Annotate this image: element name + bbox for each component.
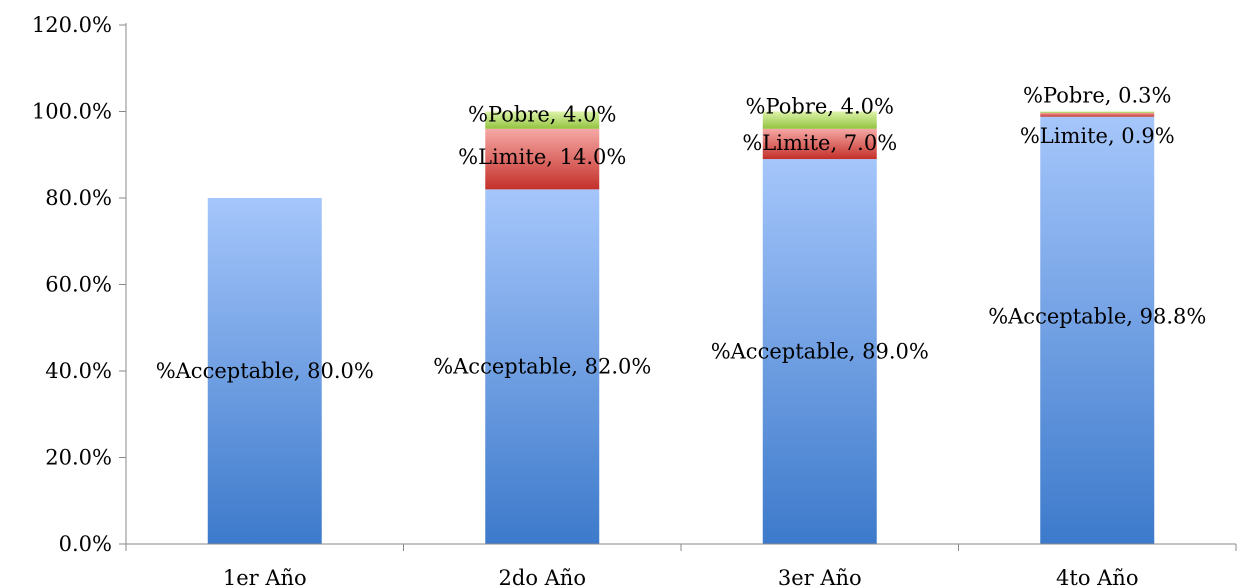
- bar-pobre-3: [762, 111, 877, 129]
- bar-pobre-4: [1040, 111, 1155, 113]
- data-label-pobre-2: %Pobre, 4.0%: [468, 103, 617, 127]
- y-tick-label: 40.0%: [45, 359, 112, 383]
- bar-limite-2: [485, 128, 600, 190]
- y-tick-label: 0.0%: [59, 532, 112, 556]
- data-label-limite-3: %Limite, 7.0%: [742, 131, 897, 155]
- bar-acceptable-2: [485, 189, 600, 544]
- x-tick-label: 4to Año: [1056, 566, 1138, 588]
- y-tick-label: 20.0%: [45, 446, 112, 470]
- bar-acceptable-4: [1040, 116, 1155, 544]
- data-label-acceptable-4: %Acceptable, 98.8%: [988, 304, 1206, 328]
- data-label-acceptable-1: %Acceptable, 80.0%: [156, 359, 374, 383]
- x-tick-label: 2do Año: [499, 566, 586, 588]
- bar-limite-3: [762, 128, 877, 160]
- bars-layer: [207, 111, 1155, 544]
- axes-layer: 0.0% 20.0% 40.0% 60.0% 80.0% 100.0% 120.0% 1er …: [32, 13, 1237, 588]
- bar-pobre-2: [485, 111, 600, 129]
- data-label-acceptable-2: %Acceptable, 82.0%: [433, 355, 651, 379]
- data-label-limite-2: %Limite, 14.0%: [458, 145, 626, 169]
- x-tick-label: 3er Año: [778, 566, 862, 588]
- data-labels-layer: %Acceptable, 80.0% %Acceptable, 82.0% %Acc…: [156, 84, 1207, 384]
- bar-acceptable-1: [207, 198, 322, 544]
- data-label-acceptable-3: %Acceptable, 89.0%: [711, 340, 929, 364]
- y-tick-label: 80.0%: [45, 186, 112, 210]
- data-label-pobre-4: %Pobre, 0.3%: [1023, 84, 1172, 108]
- bar-limite-4: [1040, 112, 1155, 117]
- y-tick-label: 60.0%: [45, 273, 112, 297]
- data-label-limite-4: %Limite, 0.9%: [1020, 124, 1175, 148]
- y-tick-label: 100.0%: [32, 100, 112, 124]
- data-label-pobre-3: %Pobre, 4.0%: [746, 95, 895, 119]
- x-tick-label: 1er Año: [223, 566, 307, 588]
- y-tick-label: 120.0%: [32, 13, 112, 37]
- bar-acceptable-3: [762, 159, 877, 544]
